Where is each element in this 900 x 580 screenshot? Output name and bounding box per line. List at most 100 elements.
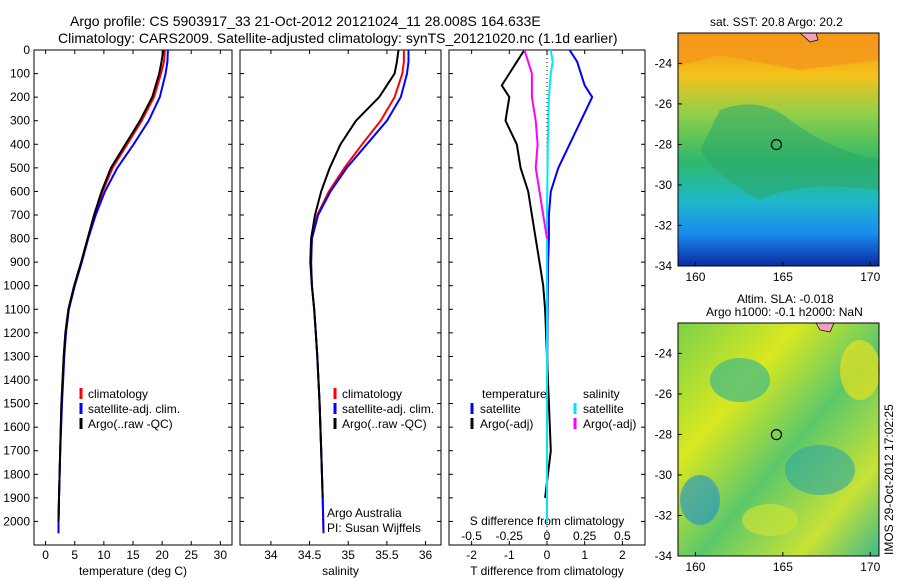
sla-map-eddy-4 (680, 475, 720, 525)
diff-xtick-label: -1 (504, 548, 515, 562)
diff-legend-label: Argo(-adj) (480, 417, 533, 431)
sal-xaxis-label: salinity (322, 564, 359, 578)
temp-xtick-label: 10 (97, 548, 111, 562)
figure-title-line2: Climatology: CARS2009. Satellite-adjuste… (58, 30, 618, 46)
depth-tick-label: 200 (10, 90, 30, 104)
sal-series-argo-raw-qc- (309, 49, 400, 498)
sla-map-eddy-5 (742, 504, 798, 536)
imos-credit: IMOS 29-Oct-2012 17:02:25 (882, 404, 896, 555)
diff-top-tick-label: -0.5 (461, 529, 482, 543)
diff-series-satellite-salinity (546, 49, 554, 522)
map-ytick-label: -24 (655, 346, 673, 360)
temp-xtick-label: 0 (42, 548, 49, 562)
map-xtick-label: 160 (685, 560, 705, 574)
map-ytick-label: -30 (655, 468, 673, 482)
figure-title-line1: Argo profile: CS 5903917_33 21-Oct-2012 … (70, 13, 541, 29)
sla-map-title: Altim. SLA: -0.018 (737, 292, 834, 306)
sst-map-cool-patch (700, 104, 879, 200)
salinity-profile-panel: 34 34.5 35 35.5 36 salinity climatologysatelli… (239, 49, 442, 578)
map-xtick-label: 170 (860, 560, 880, 574)
sal-legend-label: Argo(..raw -QC) (342, 417, 427, 431)
temp-xaxis-label: temperature (deg C) (79, 564, 187, 578)
credit-pi: PI: Susan Wijffels (327, 521, 421, 535)
depth-tick-label: 1000 (3, 279, 30, 293)
depth-tick-label: 300 (10, 114, 30, 128)
sal-xtick-label: 34.5 (298, 548, 322, 562)
sla-map-eddy-3 (840, 340, 880, 400)
map-xtick-label: 165 (773, 560, 793, 574)
sst-map-panel: sat. SST: 20.8 Argo: 20.2 160 165 170 -24 -2… (655, 15, 881, 284)
temp-xtick-label: 15 (126, 548, 140, 562)
sal-xtick-label: 35 (342, 548, 356, 562)
diff-top-tick-label: 0.5 (614, 529, 631, 543)
diff-top-tick-label: 0 (544, 529, 551, 543)
temp-legend-label: Argo(..raw -QC) (88, 417, 173, 431)
sal-legend-label: satellite-adj. clim. (342, 402, 434, 416)
temp-xtick-label: 25 (185, 548, 199, 562)
temp-legend-label: climatology (88, 387, 148, 401)
sst-map-warm-patch (678, 33, 879, 70)
sst-map-frame (677, 32, 880, 267)
sal-plot-frame (239, 49, 442, 546)
credit-org: Argo Australia (327, 506, 402, 520)
sst-map-title: sat. SST: 20.8 Argo: 20.2 (710, 15, 843, 29)
diff-legend-label: satellite (583, 402, 624, 416)
map-ytick-label: -30 (655, 178, 673, 192)
map-xtick-label: 165 (773, 270, 793, 284)
depth-tick-label: 1200 (3, 326, 30, 340)
sla-map-eddy-2 (785, 445, 855, 495)
sal-legend-label: climatology (342, 387, 402, 401)
temp-series-argo-raw-qc- (57, 49, 165, 522)
map-ytick-label: -28 (655, 137, 673, 151)
temp-legend-label: satellite-adj. clim. (88, 402, 180, 416)
map-xtick-label: 170 (860, 270, 880, 284)
diff-legend-header-temperature: temperature (482, 387, 547, 401)
depth-tick-label: 900 (10, 255, 30, 269)
map-ytick-label: -26 (655, 387, 673, 401)
sal-xtick-label: 35.5 (375, 548, 399, 562)
diff-series-argo-adj--salinity (523, 49, 548, 239)
depth-tick-label: 1700 (3, 444, 30, 458)
sla-map-eddy-1 (710, 358, 770, 402)
diff-top-tick-label: 0.25 (573, 529, 597, 543)
map-ytick-label: -34 (655, 259, 673, 273)
diff-top-tick-label: -0.25 (496, 529, 524, 543)
depth-tick-label: 1300 (3, 349, 30, 363)
sla-map-panel: Altim. SLA: -0.018 Argo h1000: -0.1 h200… (655, 292, 881, 574)
depth-tick-label: 500 (10, 161, 30, 175)
diff-legend-label: Argo(-adj) (583, 417, 636, 431)
depth-tick-label: 2000 (3, 514, 30, 528)
depth-tick-label: 700 (10, 208, 30, 222)
diff-xtick-label: 0 (544, 548, 551, 562)
depth-tick-label: 0 (23, 43, 30, 57)
map-ytick-label: -28 (655, 427, 673, 441)
sal-xtick-label: 34 (264, 548, 278, 562)
diff-legend-label: satellite (480, 402, 521, 416)
temperature-profile-panel: 0 5 10 15 20 25 30 temperature (deg C) 0 100 200 30… (3, 43, 233, 578)
temp-plot-frame (33, 49, 233, 546)
sal-xtick-label: 36 (419, 548, 433, 562)
map-xtick-label: 160 (685, 270, 705, 284)
depth-tick-label: 800 (10, 232, 30, 246)
depth-tick-label: 400 (10, 137, 30, 151)
sla-map-frame (677, 322, 880, 557)
temp-xtick-label: 5 (71, 548, 78, 562)
depth-tick-label: 600 (10, 184, 30, 198)
argo-location-marker (770, 138, 783, 151)
depth-tick-label: 1400 (3, 373, 30, 387)
sla-map-axes: 160 165 170 -24 -26 -28 -30 -32 -34 (655, 346, 881, 574)
diff-legend-header-salinity: salinity (583, 387, 620, 401)
temp-xtick-label: 30 (214, 548, 228, 562)
diff-xtick-label: 1 (581, 548, 588, 562)
diff-xaxis-label: T difference from climatology (470, 564, 624, 578)
depth-tick-label: 1500 (3, 397, 30, 411)
depth-tick-label: 1100 (4, 302, 30, 316)
map-ytick-label: -34 (655, 549, 673, 563)
depth-tick-label: 1800 (3, 467, 30, 481)
map-ytick-label: -32 (655, 218, 673, 232)
map-ytick-label: -32 (655, 508, 673, 522)
depth-tick-label: 100 (10, 67, 30, 81)
map-ytick-label: -26 (655, 97, 673, 111)
